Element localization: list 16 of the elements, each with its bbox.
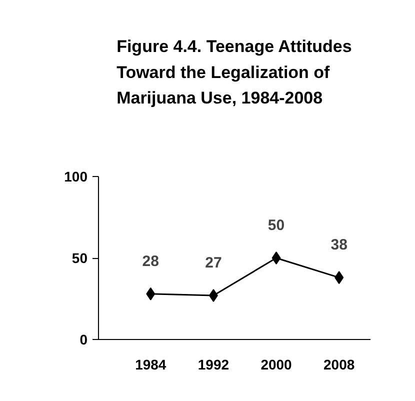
point bbox=[208, 288, 218, 302]
data-label: 38 bbox=[330, 236, 348, 254]
point bbox=[272, 252, 281, 264]
data-label: 27 bbox=[205, 254, 222, 272]
x-tick-label: 2000 bbox=[260, 356, 292, 372]
y-tick-label: 100 bbox=[64, 168, 88, 184]
x-tick-label: 2008 bbox=[324, 356, 355, 372]
data-label: 50 bbox=[268, 217, 285, 234]
point bbox=[146, 287, 156, 300]
x-tick-label: 1992 bbox=[198, 356, 230, 372]
point bbox=[334, 271, 344, 284]
chart-title: Figure 4.4. Teenage Attitudes Toward the Legalization of Marijuana Use, 1984-2008 bbox=[116, 37, 352, 108]
x-tick-label: 1984 bbox=[135, 356, 166, 372]
y-tick-label: 50 bbox=[72, 250, 88, 266]
y-tick-label: 0 bbox=[80, 332, 88, 348]
data-label: 28 bbox=[142, 252, 159, 270]
